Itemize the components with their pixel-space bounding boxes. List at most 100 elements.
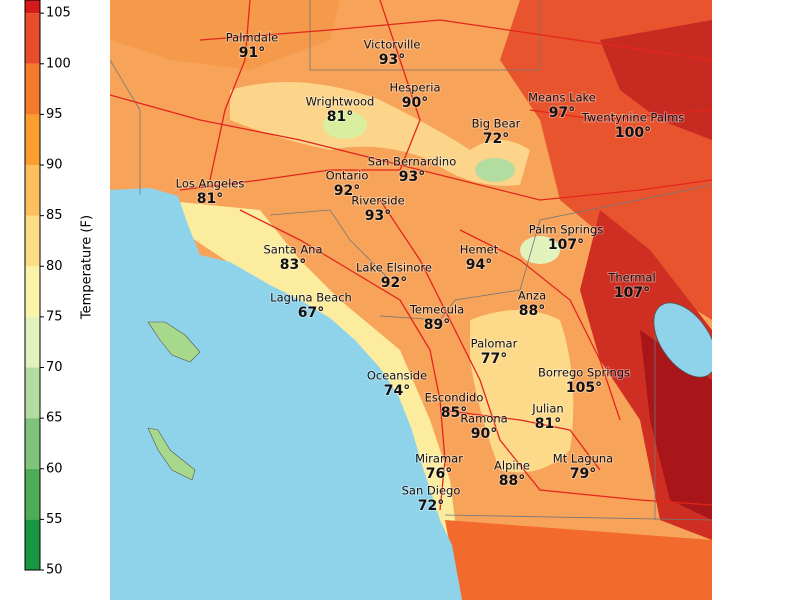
city-name: Ramona bbox=[460, 412, 507, 426]
city-name: Thermal bbox=[607, 271, 655, 285]
terrain bbox=[110, 0, 340, 70]
city-temperature: 107° bbox=[548, 237, 584, 253]
city-name: Wrightwood bbox=[306, 95, 375, 109]
colorbar-tick-label: 50 bbox=[46, 563, 63, 578]
map-area bbox=[110, 0, 712, 600]
terrain bbox=[445, 520, 712, 600]
road bbox=[379, 199, 712, 506]
road bbox=[110, 94, 712, 201]
city-name: Escondido bbox=[425, 391, 484, 405]
city-temperature: 89° bbox=[424, 317, 450, 333]
terrain bbox=[323, 111, 367, 139]
city-name: Palomar bbox=[471, 337, 518, 351]
city-name: Hemet bbox=[460, 243, 499, 257]
terrain bbox=[230, 82, 530, 186]
salton-sea bbox=[653, 302, 712, 378]
city-name: Means Lake bbox=[528, 91, 596, 105]
city-temperature: 88° bbox=[499, 473, 525, 489]
county-line bbox=[110, 0, 712, 520]
terrain bbox=[600, 20, 712, 140]
city-name: Oceanside bbox=[367, 369, 427, 383]
city-temperature: 105° bbox=[566, 380, 602, 396]
terrain bbox=[640, 330, 712, 520]
colorbar-tick-label: 85 bbox=[46, 208, 63, 223]
city-name: Laguna Beach bbox=[270, 291, 352, 305]
city-temperature: 85° bbox=[441, 405, 467, 421]
city-temperature: 92° bbox=[334, 183, 360, 199]
colorbar-tick-label: 75 bbox=[46, 309, 63, 324]
city-name: Ontario bbox=[326, 169, 369, 183]
road bbox=[439, 109, 712, 471]
colorbar-label: Temperature (F) bbox=[80, 215, 95, 320]
city-temperature: 90° bbox=[471, 426, 497, 442]
colorbar: 50 55 60 65 70 75 80 85 90 95 100 105 bbox=[24, 0, 71, 578]
colorbar-segment bbox=[25, 114, 40, 166]
colorbar-segment bbox=[25, 468, 40, 520]
colorbar-segment bbox=[25, 266, 40, 317]
terrain bbox=[475, 158, 515, 182]
city-name: Mt Laguna bbox=[553, 452, 613, 466]
colorbar-segment bbox=[25, 519, 40, 570]
road bbox=[179, 0, 421, 191]
city-name: Miramar bbox=[415, 452, 463, 466]
city-temperature: 93° bbox=[365, 208, 391, 224]
colorbar-segment bbox=[25, 215, 40, 267]
city-temperature: 92° bbox=[381, 275, 407, 291]
city-temperature: 77° bbox=[481, 351, 507, 367]
border bbox=[444, 514, 712, 521]
city-name: Los Angeles bbox=[176, 177, 245, 191]
city-temperature: 100° bbox=[615, 125, 651, 141]
city-temperature: 88° bbox=[519, 303, 545, 319]
city-name: Lake Elsinore bbox=[356, 261, 432, 275]
city-name: Hesperia bbox=[389, 81, 440, 95]
city-temperature: 76° bbox=[426, 466, 452, 482]
terrain bbox=[520, 236, 560, 264]
colorbar-tick-label: 80 bbox=[46, 259, 63, 274]
colorbar-tick-label: 90 bbox=[46, 158, 63, 173]
colorbar-tick-label: 55 bbox=[46, 512, 63, 527]
island bbox=[147, 427, 196, 481]
city-name: Palm Springs bbox=[529, 223, 604, 237]
colorbar-segment bbox=[25, 13, 40, 64]
colorbar-segment bbox=[25, 418, 40, 469]
city-temperature: 72° bbox=[483, 131, 509, 147]
colorbar-tick-label: 60 bbox=[46, 461, 63, 476]
ocean bbox=[110, 188, 462, 600]
city-name: Temecula bbox=[409, 303, 464, 317]
colorbar-segment bbox=[25, 0, 40, 14]
city-name: San Diego bbox=[402, 484, 461, 498]
city-temperature: 83° bbox=[280, 257, 306, 273]
city-name: Santa Ana bbox=[263, 243, 322, 257]
city-temperature: 74° bbox=[384, 383, 410, 399]
city-name: Alpine bbox=[494, 459, 530, 473]
colorbar-tick-label: 65 bbox=[46, 411, 63, 426]
city-name: San Bernardino bbox=[368, 155, 456, 169]
city-temperature: 107° bbox=[614, 285, 650, 301]
city-temperature: 79° bbox=[570, 466, 596, 482]
colorbar-tick-label: 95 bbox=[46, 107, 63, 122]
city-name: Riverside bbox=[351, 194, 404, 208]
road bbox=[199, 0, 712, 181]
colorbar-tick-label: 70 bbox=[46, 360, 63, 375]
road bbox=[239, 209, 446, 511]
city-temperature: 93° bbox=[379, 52, 405, 68]
city-temperature: 93° bbox=[399, 169, 425, 185]
city-temperature: 94° bbox=[466, 257, 492, 273]
colorbar-tick-label: 100 bbox=[46, 56, 71, 71]
city-name: Julian bbox=[531, 402, 563, 416]
colorbar-segment bbox=[25, 63, 40, 115]
city-temperature: 81° bbox=[327, 109, 353, 125]
island bbox=[147, 321, 201, 363]
colorbar-segment bbox=[25, 316, 40, 368]
city-temperature: 90° bbox=[402, 95, 428, 111]
city-temperature: 91° bbox=[239, 45, 265, 61]
city-name: Borrego Springs bbox=[538, 366, 630, 380]
city-name: Anza bbox=[518, 289, 546, 303]
city-temperature: 81° bbox=[535, 416, 561, 432]
terrain bbox=[470, 310, 574, 473]
city-temperature: 72° bbox=[418, 498, 444, 514]
city-temperature: 81° bbox=[197, 191, 223, 207]
colorbar-segment bbox=[25, 165, 40, 216]
colorbar-frame bbox=[24, 0, 41, 571]
